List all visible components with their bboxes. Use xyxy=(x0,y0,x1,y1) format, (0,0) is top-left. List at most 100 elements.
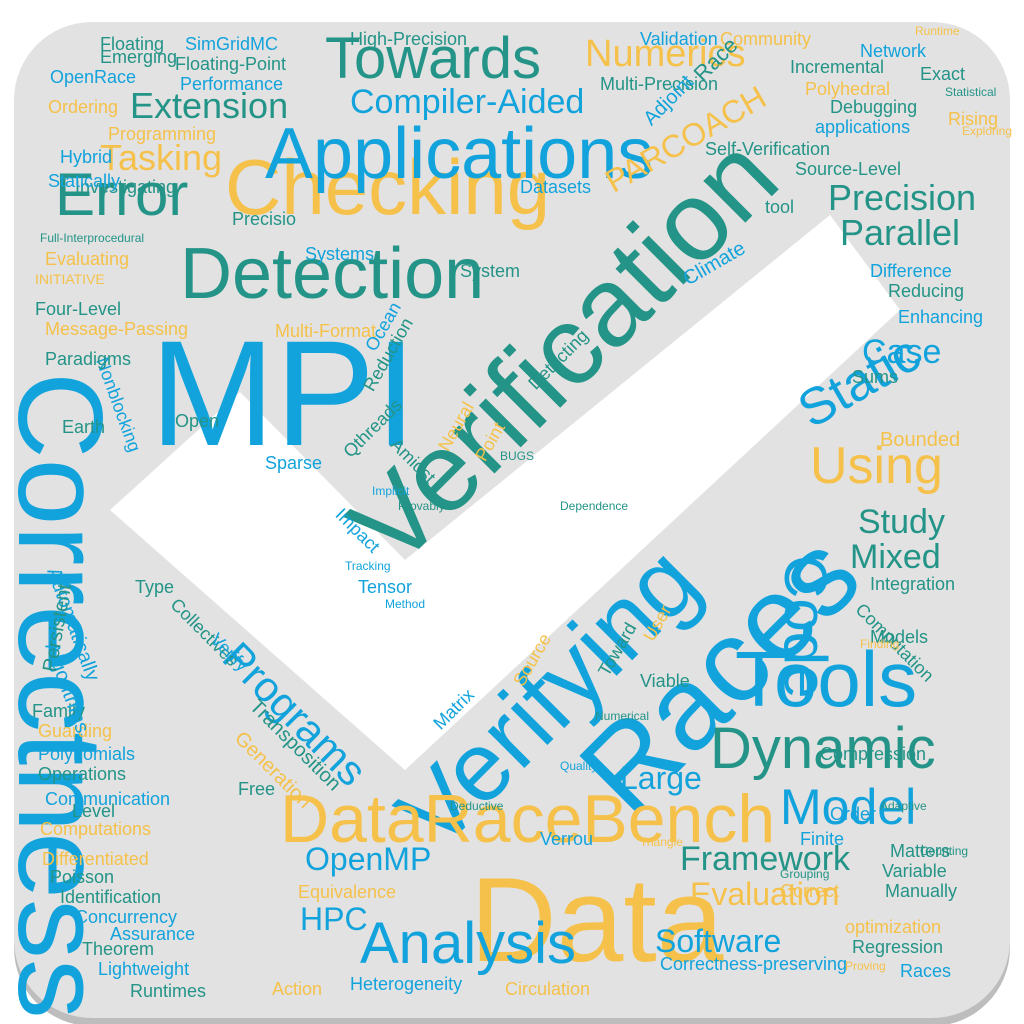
word-validation: Validation xyxy=(640,29,718,49)
word-family: Family xyxy=(32,701,85,721)
word-checking: Checking xyxy=(225,143,551,231)
word-extension: Extension xyxy=(130,85,289,126)
word-matters: Matters xyxy=(890,841,951,861)
word-heterogeneity: Heterogeneity xyxy=(350,974,463,994)
word-detection: Detection xyxy=(180,234,485,314)
word-tasking: Tasking xyxy=(100,137,223,178)
word-applications: applications xyxy=(815,117,911,137)
word-datasets: Datasets xyxy=(520,177,592,197)
word-using: Using xyxy=(810,437,943,495)
word-grouping: Grouping xyxy=(780,867,830,881)
word-open: Open xyxy=(175,411,220,431)
word-exact: Exact xyxy=(920,64,966,84)
word-order: Order xyxy=(830,804,877,824)
word-regression: Regression xyxy=(852,937,944,957)
word-numerical: Numerical xyxy=(595,709,650,723)
word-hybrid: Hybrid xyxy=(60,147,113,167)
word-models: Models xyxy=(870,627,929,647)
word-mpi: MPI xyxy=(150,309,417,477)
word-statistical: Statistical xyxy=(945,85,997,99)
word-dynamic: Dynamic xyxy=(710,716,936,781)
word-quality: Quality xyxy=(560,759,598,773)
word-statically: Statically xyxy=(48,171,121,191)
word-debugging: Debugging xyxy=(830,97,918,117)
word-guarding: Guarding xyxy=(38,721,113,741)
word-verrou: Verrou xyxy=(540,829,594,849)
word-simgridmc: SimGridMC xyxy=(185,34,278,54)
word-model: Model xyxy=(780,779,917,835)
word-enhancing: Enhancing xyxy=(898,307,984,327)
word-reducing: Reducing xyxy=(888,281,965,301)
word-programming: Programming xyxy=(108,124,217,144)
word-multi-format: Multi-Format xyxy=(275,321,377,341)
word-correct: Correct xyxy=(780,881,840,901)
word-deductive: Deductive xyxy=(450,799,504,813)
word-code: Code xyxy=(772,555,839,699)
word-operations: Operations xyxy=(38,764,127,784)
word-poisson: Poisson xyxy=(50,867,115,887)
word-polyhedral: Polyhedral xyxy=(805,79,891,99)
word-polynomials: Polynomials xyxy=(38,744,136,764)
word-ordering: Ordering xyxy=(48,97,119,117)
word-finding: Finding xyxy=(860,637,900,651)
word-large: Large xyxy=(620,760,702,796)
word-compression: Compression xyxy=(820,744,927,764)
word-provably: Provably xyxy=(398,499,445,513)
word-tensor: Tensor xyxy=(358,577,413,597)
word-runtimes: Runtimes xyxy=(130,981,207,1001)
word-optimization: optimization xyxy=(845,917,942,937)
word-finite: Finite xyxy=(800,829,845,849)
word-lightweight: Lightweight xyxy=(98,959,190,979)
word-self-verification: Self-Verification xyxy=(705,139,831,159)
word-software: Software xyxy=(655,923,782,959)
word-floating-point: Floating-Point xyxy=(175,54,287,74)
word-bounded: Bounded xyxy=(880,429,961,451)
word-parallel: Parallel xyxy=(840,212,961,253)
word-dependence: Dependence xyxy=(560,499,629,513)
word-theorem: Theorem xyxy=(82,939,155,959)
word-system: System xyxy=(460,261,521,281)
word-data: Data xyxy=(470,853,724,987)
word-case: Case xyxy=(862,333,942,371)
word-rising: Rising xyxy=(948,109,999,129)
word-bugs: BUGS xyxy=(500,449,535,463)
word-paradigms: Paradigms xyxy=(45,349,132,369)
word-applications: Applications xyxy=(265,114,654,194)
word-correctness-preserving: Correctness-preserving xyxy=(660,954,848,974)
word-concurrency: Concurrency xyxy=(75,907,178,927)
word-study: Study xyxy=(858,503,945,541)
word-network: Network xyxy=(860,41,927,61)
word-proving: Proving xyxy=(845,959,886,973)
word-tracking: Tracking xyxy=(345,559,391,573)
word-races: Races xyxy=(900,961,952,981)
word-circulation: Circulation xyxy=(505,979,591,999)
word-openrace: OpenRace xyxy=(50,67,137,87)
word-tools: Tools xyxy=(735,635,918,723)
word-openmp: OpenMP xyxy=(305,841,432,877)
word-evaluation: Evaluation xyxy=(690,876,840,912)
word-counting: Counting xyxy=(920,844,969,858)
word-multi-precision: Multi-Precision xyxy=(600,74,719,94)
word-systems: Systems xyxy=(305,244,375,264)
word-performance: Performance xyxy=(180,74,284,94)
word-high-precision: High-Precision xyxy=(350,29,468,49)
word-incremental: Incremental xyxy=(790,57,885,77)
word-source-level: Source-Level xyxy=(795,159,902,179)
word-dataracebench: DataRaceBench xyxy=(280,781,776,857)
word-assurance: Assurance xyxy=(110,924,196,944)
word-sparse: Sparse xyxy=(265,453,323,473)
word-emerging: Emerging xyxy=(100,47,178,67)
word-integration: Integration xyxy=(870,574,956,594)
word-level: Level xyxy=(72,801,116,821)
word-investigating: Investigating xyxy=(75,177,177,197)
word-tool: tool xyxy=(765,197,795,217)
word-towards: Towards xyxy=(325,26,541,91)
word-equivalence: Equivalence xyxy=(298,882,397,902)
word-four-level: Four-Level xyxy=(35,299,122,319)
word-runtime: Runtime xyxy=(915,24,960,38)
word-implicit: Implicit xyxy=(372,484,410,498)
word-adaptive: Adaptive xyxy=(880,799,927,813)
word-sums: Sums xyxy=(852,367,899,387)
